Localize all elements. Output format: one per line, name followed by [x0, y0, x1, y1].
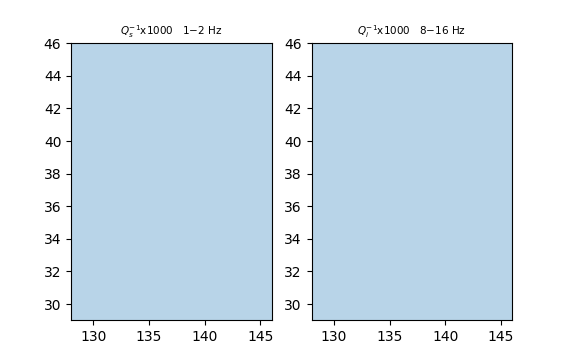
Title: $Q_s^{-1}$x1000   1$-$2 Hz: $Q_s^{-1}$x1000 1$-$2 Hz [120, 23, 222, 40]
Title: $Q_i^{-1}$x1000   8$-$16 Hz: $Q_i^{-1}$x1000 8$-$16 Hz [357, 23, 467, 40]
